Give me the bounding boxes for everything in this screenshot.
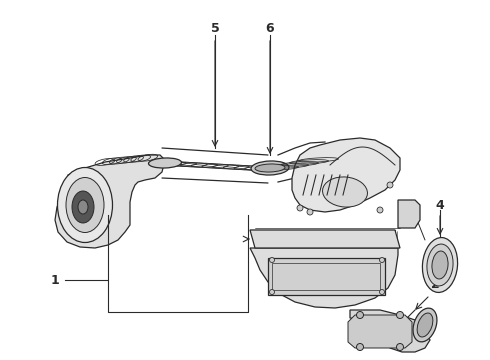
Ellipse shape	[417, 313, 433, 337]
Ellipse shape	[422, 238, 458, 292]
Ellipse shape	[379, 289, 385, 294]
Ellipse shape	[427, 244, 453, 286]
Ellipse shape	[413, 308, 437, 342]
Ellipse shape	[270, 289, 274, 294]
Ellipse shape	[432, 251, 448, 279]
Polygon shape	[55, 155, 165, 248]
Polygon shape	[268, 258, 385, 295]
Ellipse shape	[66, 177, 104, 233]
Polygon shape	[350, 310, 430, 352]
Ellipse shape	[379, 257, 385, 262]
Ellipse shape	[396, 343, 403, 351]
Text: 6: 6	[266, 22, 274, 35]
Ellipse shape	[57, 167, 113, 243]
Ellipse shape	[307, 209, 313, 215]
Ellipse shape	[72, 191, 94, 223]
Text: 4: 4	[436, 198, 444, 212]
Text: 3: 3	[264, 233, 272, 246]
Polygon shape	[398, 200, 420, 228]
Text: 5: 5	[211, 22, 220, 35]
Ellipse shape	[251, 161, 289, 175]
Ellipse shape	[297, 205, 303, 211]
Ellipse shape	[255, 164, 285, 172]
Polygon shape	[348, 315, 412, 348]
Polygon shape	[292, 138, 400, 212]
Text: 2: 2	[431, 279, 440, 292]
Ellipse shape	[387, 182, 393, 188]
Ellipse shape	[322, 177, 368, 207]
Ellipse shape	[148, 158, 181, 168]
Text: 1: 1	[50, 274, 59, 287]
Ellipse shape	[396, 311, 403, 319]
Ellipse shape	[270, 257, 274, 262]
Ellipse shape	[377, 207, 383, 213]
Ellipse shape	[357, 343, 364, 351]
Ellipse shape	[78, 200, 88, 214]
Polygon shape	[250, 230, 400, 248]
Polygon shape	[250, 248, 398, 308]
Ellipse shape	[357, 311, 364, 319]
